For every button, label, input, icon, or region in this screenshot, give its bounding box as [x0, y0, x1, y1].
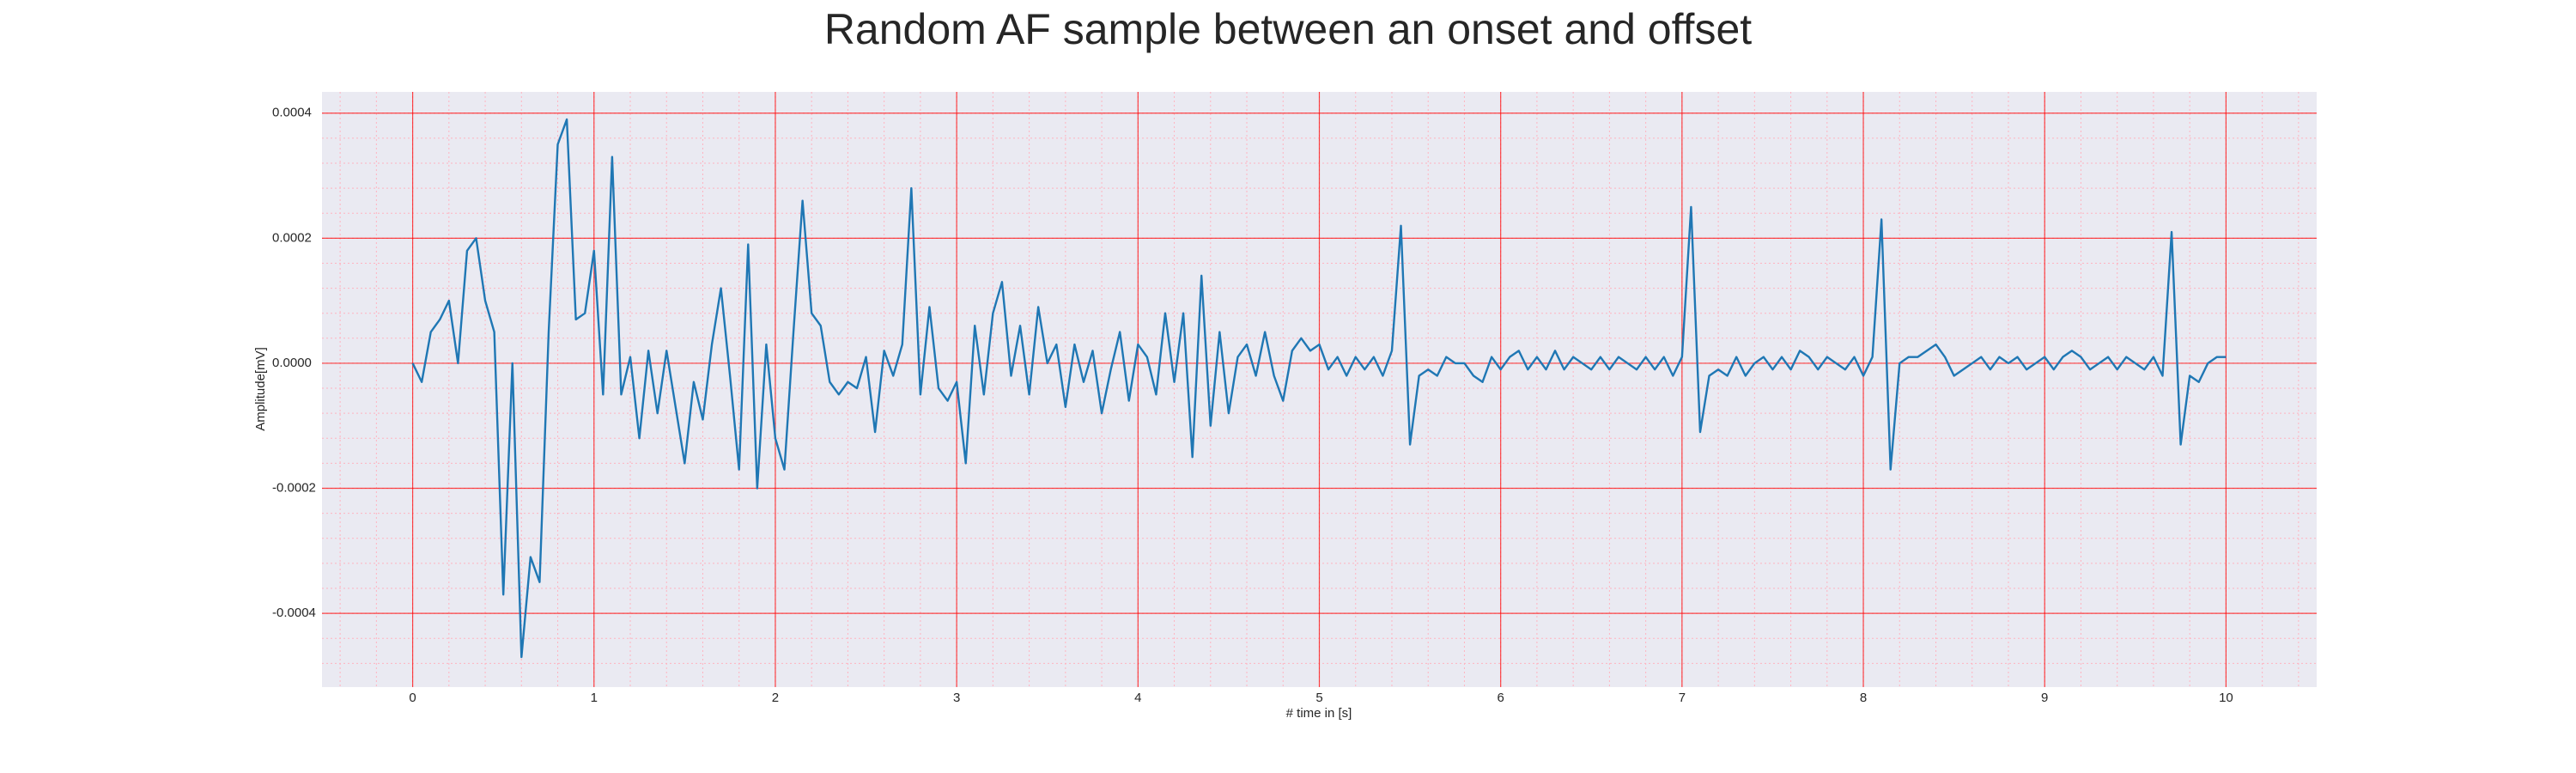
x-tick-label: 3: [953, 691, 960, 705]
y-tick-label: -0.0004: [272, 606, 316, 620]
signal-line: [411, 118, 2227, 659]
y-axis-label: Amplitude[mV]: [253, 347, 268, 431]
y-tick-label: 0.0002: [272, 230, 312, 245]
x-tick-label: 2: [772, 691, 779, 705]
y-tick-label: -0.0002: [272, 480, 316, 495]
y-tick-label: 0.0004: [272, 106, 312, 120]
x-tick-label: 6: [1498, 691, 1504, 705]
x-tick-label: 0: [409, 691, 416, 705]
x-tick-label: 9: [2041, 691, 2048, 705]
y-tick-label: 0.0000: [272, 356, 312, 370]
x-axis-label: # time in [s]: [1286, 706, 1352, 721]
x-tick-label: 5: [1315, 691, 1322, 705]
x-tick-label: 10: [2219, 691, 2233, 705]
x-tick-label: 7: [1679, 691, 1686, 705]
chart-title: Random AF sample between an onset and of…: [824, 5, 1752, 53]
x-tick-label: 4: [1134, 691, 1141, 705]
x-tick-label: 8: [1860, 691, 1867, 705]
x-tick-label: 1: [591, 691, 598, 705]
